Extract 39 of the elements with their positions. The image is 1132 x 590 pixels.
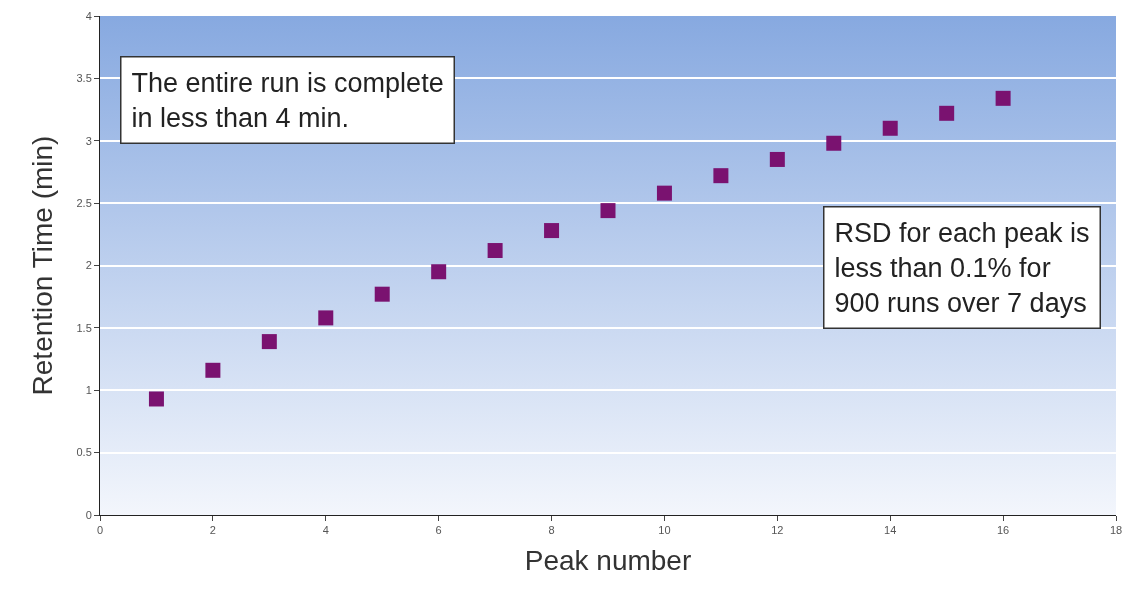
point: [995, 90, 1011, 106]
y-tick-label: 4: [85, 9, 92, 22]
y-tick-label: 3: [85, 134, 92, 147]
point: [600, 203, 616, 219]
x-axis-title: Peak number: [524, 545, 692, 577]
annotation: RSD for each peak is less than 0.1% for 900 runs over 7 days: [834, 217, 1090, 318]
x-tick-label: 0: [96, 524, 104, 537]
point: [882, 120, 898, 136]
point: [318, 310, 334, 326]
point: [544, 223, 560, 239]
point: [826, 135, 842, 151]
y-tick-label: 0: [85, 508, 92, 521]
point: [374, 286, 390, 302]
point: [487, 243, 503, 259]
point: [148, 391, 164, 407]
x-tick-label: 14: [884, 524, 897, 537]
x-tick-label: 8: [548, 524, 555, 537]
y-tick-label: 2: [85, 259, 92, 272]
point: [939, 105, 955, 121]
y-tick-label: 1: [85, 384, 92, 397]
x-tick-label: 10: [658, 524, 671, 537]
point: [205, 362, 221, 378]
point: [431, 264, 447, 280]
x-tick-label: 6: [435, 524, 442, 537]
y-axis-title: Retention Time (min): [27, 135, 59, 396]
point: [261, 334, 277, 350]
y-tick-label: 1.5: [76, 321, 92, 334]
x-tick-label: 16: [996, 524, 1010, 537]
annotation: The entire run is complete in less than 4 min.: [131, 67, 444, 133]
x-tick-label: 4: [322, 524, 329, 537]
point: [656, 185, 672, 201]
x-tick-label: 12: [771, 524, 784, 537]
x-tick-label: 2: [209, 524, 216, 537]
point: [713, 168, 729, 184]
y-tick-label: 3.5: [76, 72, 92, 85]
y-tick-label: 0.5: [76, 446, 92, 459]
x-tick-label: 18: [1109, 524, 1123, 537]
y-tick-label: 2.5: [76, 196, 92, 209]
point: [769, 151, 785, 167]
